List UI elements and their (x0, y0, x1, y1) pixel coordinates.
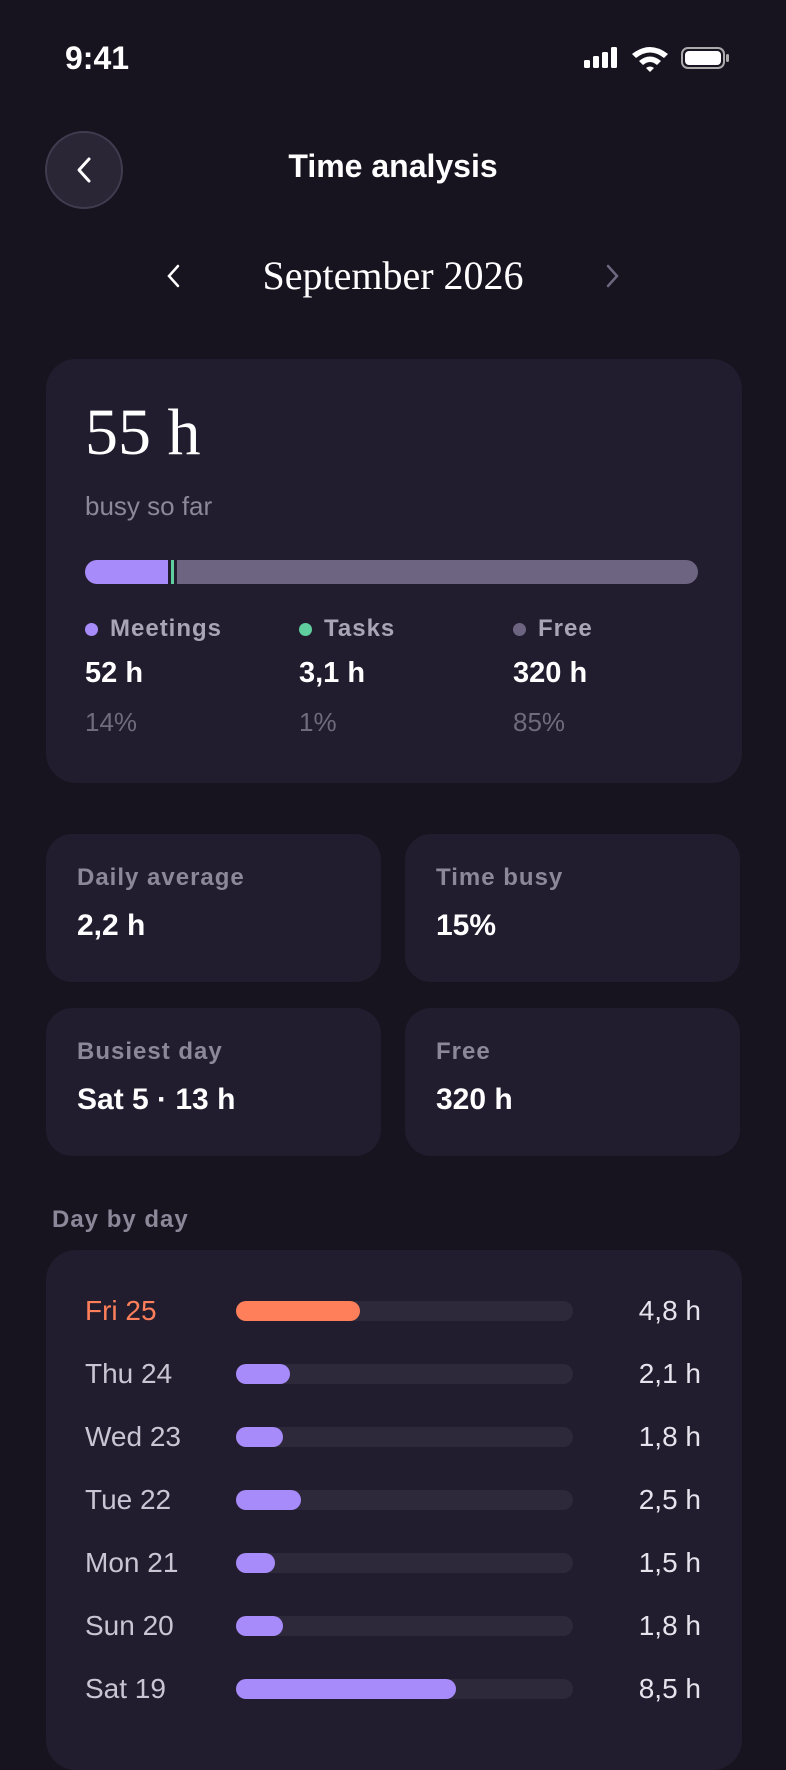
stat-label: Daily average (77, 864, 245, 891)
page-title: Time analysis (288, 148, 498, 184)
summary-bar-segment (85, 560, 169, 584)
status-time: 9:41 (65, 40, 130, 76)
day-value: 8,5 h (638, 1673, 701, 1704)
summary-bar-segment (177, 560, 698, 584)
day-bar (236, 1301, 361, 1321)
stat-label: Time busy (436, 864, 564, 891)
back-button[interactable] (45, 131, 123, 209)
day-bar (236, 1364, 291, 1384)
legend-share: 85% (513, 707, 566, 737)
day-label: Thu 24 (85, 1358, 173, 1389)
summary-caption: busy so far (85, 491, 213, 521)
stat-card: Busiest day Sat 5 · 13 h (46, 1008, 381, 1156)
next-month[interactable] (598, 262, 626, 290)
day-value: 1,5 h (638, 1547, 701, 1578)
stat-value: Sat 5 · 13 h (77, 1083, 236, 1116)
day-track (236, 1364, 573, 1384)
legend-dot (299, 623, 312, 636)
day-list-card: Fri 25 4,8 h Thu 24 2,1 h Wed 23 1,8 h Tue 22 2… (46, 1250, 742, 1770)
day-label: Mon 21 (85, 1547, 179, 1578)
day-label: Tue 22 (85, 1484, 172, 1515)
legend-value: 320 h (513, 657, 588, 689)
day-value: 4,8 h (638, 1295, 701, 1326)
legend-value: 3,1 h (299, 657, 366, 689)
app: 9:41 Time analysis September 2026 55 h busy … (45, 40, 742, 1770)
legend-dot (85, 623, 98, 636)
legend-name: Tasks (324, 615, 396, 642)
stat-label: Busiest day (77, 1038, 223, 1065)
day-track (236, 1427, 573, 1447)
day-label: Fri 25 (85, 1295, 157, 1326)
status-icons (584, 47, 729, 72)
legend-value: 52 h (85, 657, 144, 689)
legend-share: 1% (299, 707, 337, 737)
day-bar (236, 1553, 275, 1573)
screen: 9:41 Time analysis September 2026 55 h busy … (45, 40, 742, 1770)
day-label: Wed 23 (85, 1421, 181, 1452)
stat-card: Free 320 h (405, 1008, 740, 1156)
prev-month[interactable] (160, 262, 188, 290)
day-track (236, 1553, 573, 1573)
stat-value: 2,2 h (77, 909, 146, 942)
legend-dot (513, 623, 526, 636)
stat-value: 320 h (436, 1083, 513, 1116)
stat-card: Daily average 2,2 h (46, 834, 381, 982)
stat-label: Free (436, 1038, 491, 1065)
legend-name: Meetings (110, 615, 223, 642)
summary-card: 55 h busy so far Meetings 52 h 14% Tasks 3,1 h… (46, 359, 742, 783)
day-label: Sat 19 (85, 1673, 166, 1704)
day-label: Sun 20 (85, 1610, 174, 1641)
legend-share: 14% (85, 707, 138, 737)
section-title: Day by day (52, 1206, 189, 1233)
day-value: 1,8 h (638, 1610, 701, 1641)
day-value: 1,8 h (638, 1421, 701, 1452)
day-bar (236, 1427, 283, 1447)
stat-card: Time busy 15% (405, 834, 740, 982)
stat-value: 15% (436, 909, 497, 942)
back-icon (77, 157, 91, 183)
legend-name: Free (538, 615, 593, 642)
day-track (236, 1616, 573, 1636)
day-bar (236, 1490, 301, 1510)
period-label: September 2026 (262, 253, 524, 298)
day-bar (236, 1679, 457, 1699)
day-value: 2,1 h (638, 1358, 701, 1389)
day-bar (236, 1616, 283, 1636)
summary-total: 55 h (85, 396, 201, 469)
day-value: 2,5 h (638, 1484, 701, 1515)
day-track (236, 1490, 573, 1510)
summary-bar-segment (171, 560, 175, 584)
